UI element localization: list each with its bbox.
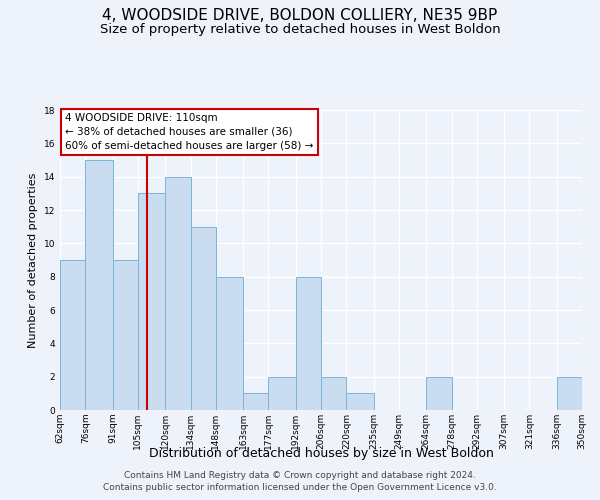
Bar (60, 260, 85, 410)
Bar (321, 376, 346, 410)
Bar (216, 276, 243, 410)
Bar (268, 376, 296, 410)
Bar (296, 276, 321, 410)
Text: Size of property relative to detached houses in West Boldon: Size of property relative to detached ho… (100, 22, 500, 36)
Text: 4, WOODSIDE DRIVE, BOLDON COLLIERY, NE35 9BP: 4, WOODSIDE DRIVE, BOLDON COLLIERY, NE35… (103, 8, 497, 22)
Bar (426, 376, 452, 410)
Bar (346, 394, 374, 410)
Text: Distribution of detached houses by size in West Boldon: Distribution of detached houses by size … (149, 448, 493, 460)
Bar (557, 376, 582, 410)
Bar (85, 160, 113, 410)
Bar (113, 260, 138, 410)
Y-axis label: Number of detached properties: Number of detached properties (28, 172, 38, 348)
Text: Contains HM Land Registry data © Crown copyright and database right 2024.: Contains HM Land Registry data © Crown c… (124, 471, 476, 480)
Bar (138, 194, 165, 410)
Bar (191, 226, 216, 410)
Text: 4 WOODSIDE DRIVE: 110sqm
← 38% of detached houses are smaller (36)
60% of semi-d: 4 WOODSIDE DRIVE: 110sqm ← 38% of detach… (65, 113, 314, 151)
Bar (243, 394, 268, 410)
Text: Contains public sector information licensed under the Open Government Licence v3: Contains public sector information licen… (103, 484, 497, 492)
Bar (165, 176, 191, 410)
